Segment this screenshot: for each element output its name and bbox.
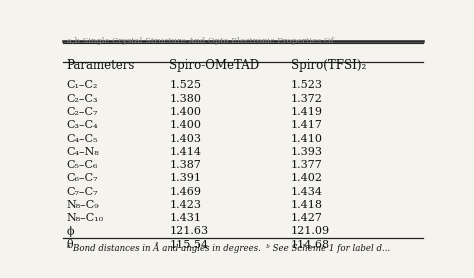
Text: C₂–C₃: C₂–C₃ — [66, 94, 98, 104]
Text: C₅–C₆: C₅–C₆ — [66, 160, 98, 170]
Text: 1.419: 1.419 — [291, 107, 323, 117]
Text: C₃–C₄: C₃–C₄ — [66, 120, 98, 130]
Text: 1.402: 1.402 — [291, 173, 323, 183]
Text: 1.393: 1.393 — [291, 147, 323, 157]
Text: Spiro(TFSI)₂: Spiro(TFSI)₂ — [291, 59, 366, 72]
Text: ᵃ Bond distances in Å and angles in degrees.  ᵇ See Scheme 1 for label d...: ᵃ Bond distances in Å and angles in degr… — [66, 242, 390, 253]
Text: 1.410: 1.410 — [291, 133, 323, 143]
Text: 1.372: 1.372 — [291, 94, 322, 104]
Text: 1.400: 1.400 — [169, 107, 201, 117]
Text: 121.63: 121.63 — [169, 227, 209, 237]
Text: C₄–N₈: C₄–N₈ — [66, 147, 100, 157]
Text: 1.414: 1.414 — [169, 147, 201, 157]
Text: 1.403: 1.403 — [169, 133, 201, 143]
Text: 115.54: 115.54 — [169, 240, 209, 250]
Text: 1.427: 1.427 — [291, 213, 322, 223]
Text: N₈–C₁₀: N₈–C₁₀ — [66, 213, 104, 223]
Text: 1.431: 1.431 — [169, 213, 201, 223]
Text: θ: θ — [66, 240, 73, 250]
Text: ϕ: ϕ — [66, 227, 74, 237]
Text: C₇–C₇: C₇–C₇ — [66, 187, 98, 197]
Text: 1.418: 1.418 — [291, 200, 323, 210]
Text: 1.423: 1.423 — [169, 200, 201, 210]
Text: 121.09: 121.09 — [291, 227, 330, 237]
Text: 1.377: 1.377 — [291, 160, 322, 170]
Text: 1.417: 1.417 — [291, 120, 322, 130]
Text: 1.469: 1.469 — [169, 187, 201, 197]
Text: 1.434: 1.434 — [291, 187, 323, 197]
Text: C₁–C₂: C₁–C₂ — [66, 80, 98, 90]
Text: 1.523: 1.523 — [291, 80, 323, 90]
Text: 1.380: 1.380 — [169, 94, 201, 104]
Text: 1.400: 1.400 — [169, 120, 201, 130]
Text: N₈–C₉: N₈–C₉ — [66, 200, 99, 210]
Text: 1.525: 1.525 — [169, 80, 201, 90]
Text: 114.68: 114.68 — [291, 240, 330, 250]
Text: C₆–C₇: C₆–C₇ — [66, 173, 98, 183]
Text: 1.391: 1.391 — [169, 173, 201, 183]
Text: Parameters: Parameters — [66, 59, 135, 72]
Text: a,b Single Crystal Structure And Opto Electronic Properties Of: a,b Single Crystal Structure And Opto El… — [66, 37, 333, 44]
Text: 1.387: 1.387 — [169, 160, 201, 170]
Text: C₄–C₅: C₄–C₅ — [66, 133, 98, 143]
Text: C₂–C₇: C₂–C₇ — [66, 107, 98, 117]
Text: Spiro-OMeTAD: Spiro-OMeTAD — [169, 59, 260, 72]
